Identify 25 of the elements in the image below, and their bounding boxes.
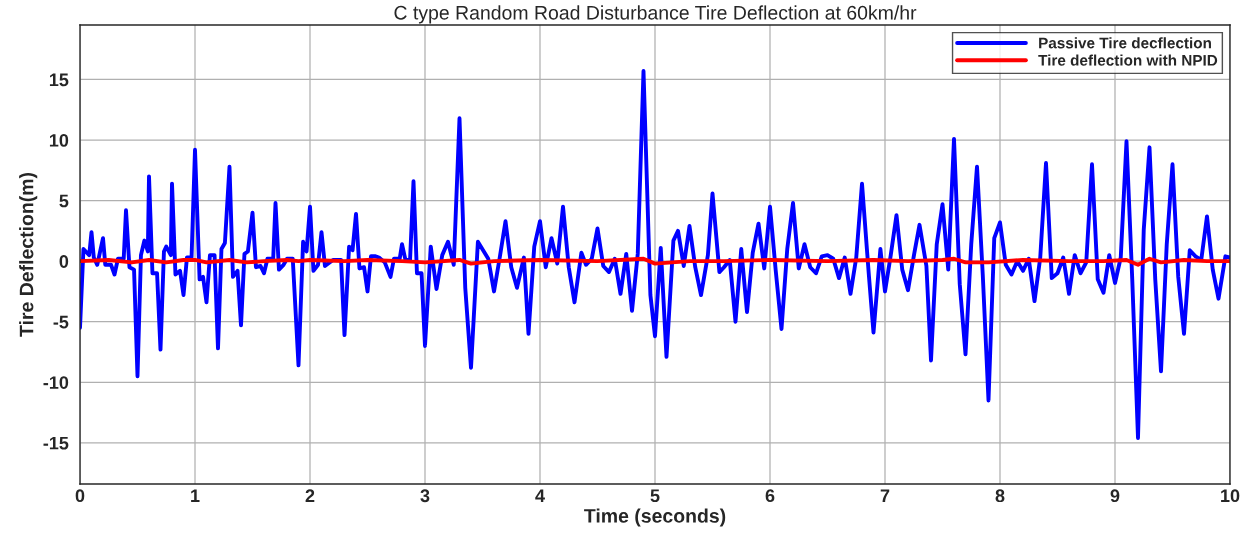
y-tick-label: -10	[43, 376, 69, 389]
y-tick-label: 0	[59, 255, 69, 268]
x-tick-label: 2	[305, 489, 315, 502]
x-axis-title: Time (seconds)	[584, 508, 726, 527]
y-tick-label: -5	[53, 315, 69, 329]
y-tick-label: 5	[59, 194, 69, 208]
y-tick-label: -15	[43, 436, 69, 450]
y-axis-title: Tire Deflection(m)	[19, 172, 38, 337]
x-tick-label: 4	[535, 489, 545, 502]
chart-title: C type Random Road Disturbance Tire Deflection at 60km/hr	[394, 5, 917, 24]
legend-label: Tire deflection with NPID	[1038, 54, 1218, 66]
x-tick-label: 1	[191, 489, 200, 502]
line-series	[80, 256, 1230, 267]
x-tick-label: 9	[1110, 489, 1120, 503]
x-tick-label: 7	[880, 489, 890, 502]
y-tick-label: 15	[49, 73, 69, 87]
x-tick-label: 8	[995, 489, 1005, 503]
x-tick-label: 3	[420, 489, 430, 503]
x-tick-label: 6	[765, 489, 775, 503]
y-tick-label: 10	[49, 133, 69, 147]
x-tick-label: 5	[650, 489, 660, 503]
legend-label: Passive Tire decflection	[1039, 37, 1211, 49]
x-tick-label: 10	[1221, 489, 1240, 503]
x-tick-label: 0	[75, 489, 85, 503]
line-series	[80, 69, 1230, 440]
